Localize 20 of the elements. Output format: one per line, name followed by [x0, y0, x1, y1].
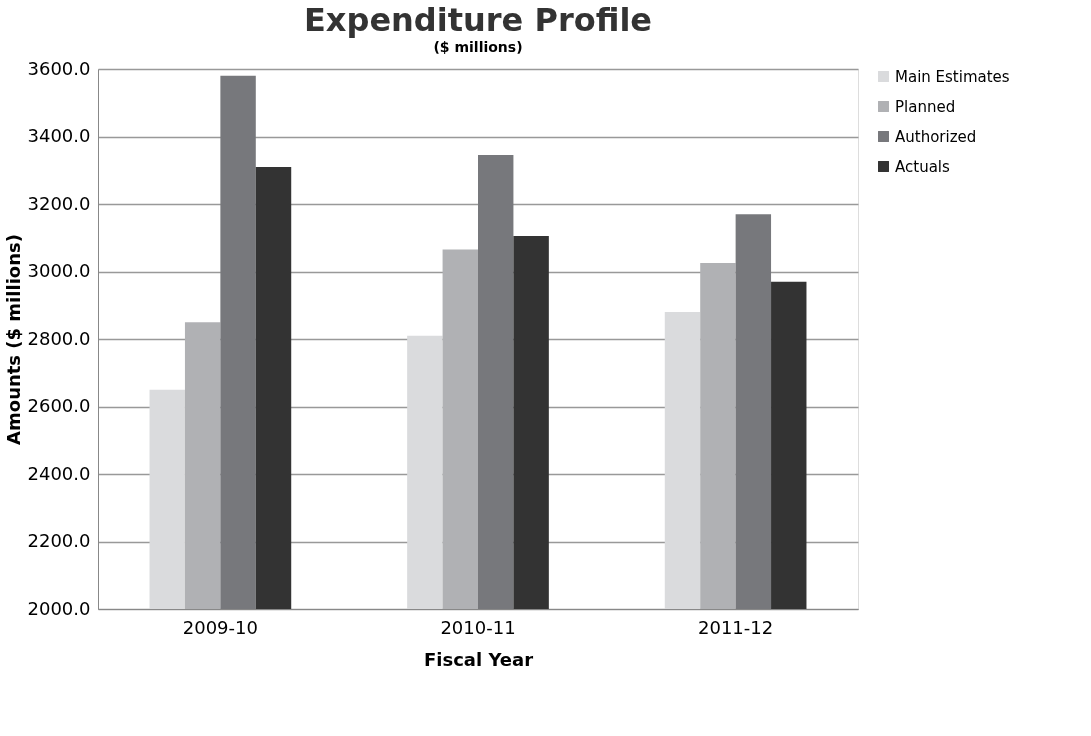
x-tick-label: 2010-11 — [440, 616, 516, 638]
legend-label: Main Estimates — [895, 67, 1010, 86]
y-tick-label: 3200.0 — [27, 192, 91, 214]
y-tick-label: 2800.0 — [27, 327, 91, 349]
chart-title: Expenditure Profile — [303, 1, 653, 39]
y-tick-label: 3000.0 — [27, 260, 91, 281]
legend-label: Planned — [895, 97, 956, 116]
y-tick-label: 2600.0 — [27, 395, 91, 416]
y-axis-title: Amounts ($ millions) — [2, 234, 24, 445]
legend-label: Actuals — [895, 157, 950, 176]
y-tick-label: 2400.0 — [27, 462, 91, 484]
y-tick-label: 3400.0 — [27, 125, 91, 146]
x-tick-label: 2011-12 — [698, 616, 774, 638]
y-tick-label: 3600.0 — [27, 57, 91, 79]
legend-label: Authorized — [895, 127, 977, 146]
x-tick-label: 2009-10 — [182, 616, 258, 638]
y-tick-label: 2000.0 — [27, 597, 91, 619]
text: ($ millions) — [433, 39, 523, 55]
y-tick-label: 2200.0 — [27, 530, 91, 551]
x-axis-title: Fiscal Year — [423, 648, 534, 670]
